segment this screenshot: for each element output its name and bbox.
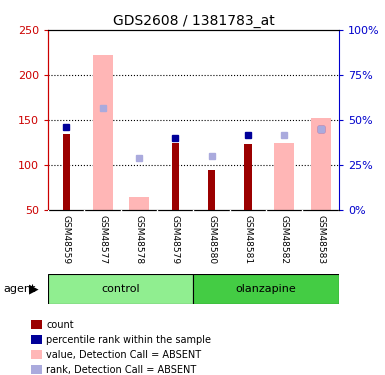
Text: GSM48580: GSM48580: [207, 215, 216, 264]
Bar: [63, 134, 70, 210]
Text: percentile rank within the sample: percentile rank within the sample: [46, 335, 211, 345]
Bar: [311, 118, 331, 210]
Bar: [208, 170, 215, 210]
Text: GSM48581: GSM48581: [243, 215, 253, 264]
Text: count: count: [46, 320, 74, 330]
Text: GSM48583: GSM48583: [316, 215, 325, 264]
Text: GSM48582: GSM48582: [280, 215, 289, 264]
Text: value, Detection Call = ABSENT: value, Detection Call = ABSENT: [46, 350, 201, 360]
Text: GSM48578: GSM48578: [134, 215, 144, 264]
Text: control: control: [102, 284, 140, 294]
Title: GDS2608 / 1381783_at: GDS2608 / 1381783_at: [112, 13, 275, 28]
Bar: [274, 142, 294, 210]
Bar: [129, 196, 149, 210]
Text: GSM48579: GSM48579: [171, 215, 180, 264]
Bar: [172, 142, 179, 210]
Text: rank, Detection Call = ABSENT: rank, Detection Call = ABSENT: [46, 365, 196, 375]
Bar: [93, 55, 113, 210]
Text: agent: agent: [4, 284, 36, 294]
Bar: [194, 274, 339, 304]
Text: olanzapine: olanzapine: [236, 284, 296, 294]
Bar: [48, 274, 194, 304]
Text: ▶: ▶: [29, 282, 38, 295]
Text: GSM48559: GSM48559: [62, 215, 71, 264]
Bar: [244, 144, 252, 210]
Text: GSM48577: GSM48577: [98, 215, 107, 264]
